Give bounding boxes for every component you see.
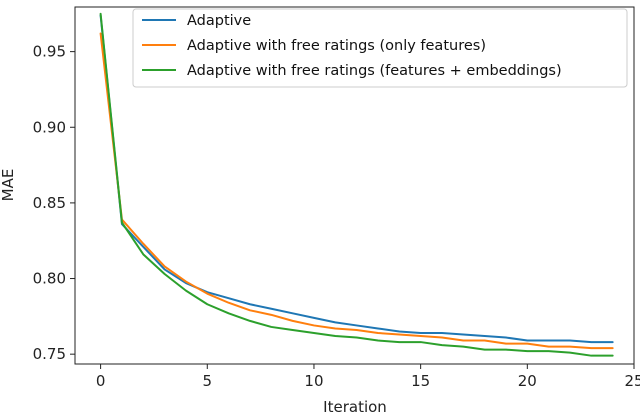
legend-frame bbox=[132, 8, 628, 88]
y-tick-label: 0.95 bbox=[33, 43, 66, 61]
x-tick-label: 5 bbox=[203, 372, 213, 390]
x-tick-label: 0 bbox=[96, 372, 106, 390]
y-axis-label: MAE bbox=[0, 169, 17, 202]
legend-label-2: Adaptive with free ratings (only feature… bbox=[187, 38, 486, 54]
series-line-2 bbox=[99, 32, 614, 350]
y-tick-label: 0.85 bbox=[33, 194, 66, 212]
series-line-3 bbox=[99, 12, 614, 357]
series-layer bbox=[99, 12, 614, 357]
legend-items: Adaptive Adaptive with free ratings (only… bbox=[142, 13, 562, 79]
series-line-1 bbox=[99, 14, 614, 344]
legend-label-1: Adaptive bbox=[187, 13, 251, 29]
x-axis-label: Iteration bbox=[323, 398, 387, 415]
ticks-layer: 0 5 10 15 20 25 0.75 0.80 0.85 0.90 0.95 bbox=[33, 43, 640, 390]
plot-frame bbox=[74, 6, 635, 365]
legend-label-3: Adaptive with free ratings (features + e… bbox=[187, 63, 562, 79]
legend: Adaptive Adaptive with free ratings (only… bbox=[132, 8, 628, 88]
x-tick-label: 10 bbox=[304, 372, 323, 390]
y-tick-label: 0.80 bbox=[33, 270, 66, 288]
x-tick-label: 20 bbox=[518, 372, 537, 390]
x-tick-label: 25 bbox=[624, 372, 640, 390]
y-tick-label: 0.90 bbox=[33, 118, 66, 136]
x-tick-label: 15 bbox=[411, 372, 430, 390]
y-tick-label: 0.75 bbox=[33, 345, 66, 363]
